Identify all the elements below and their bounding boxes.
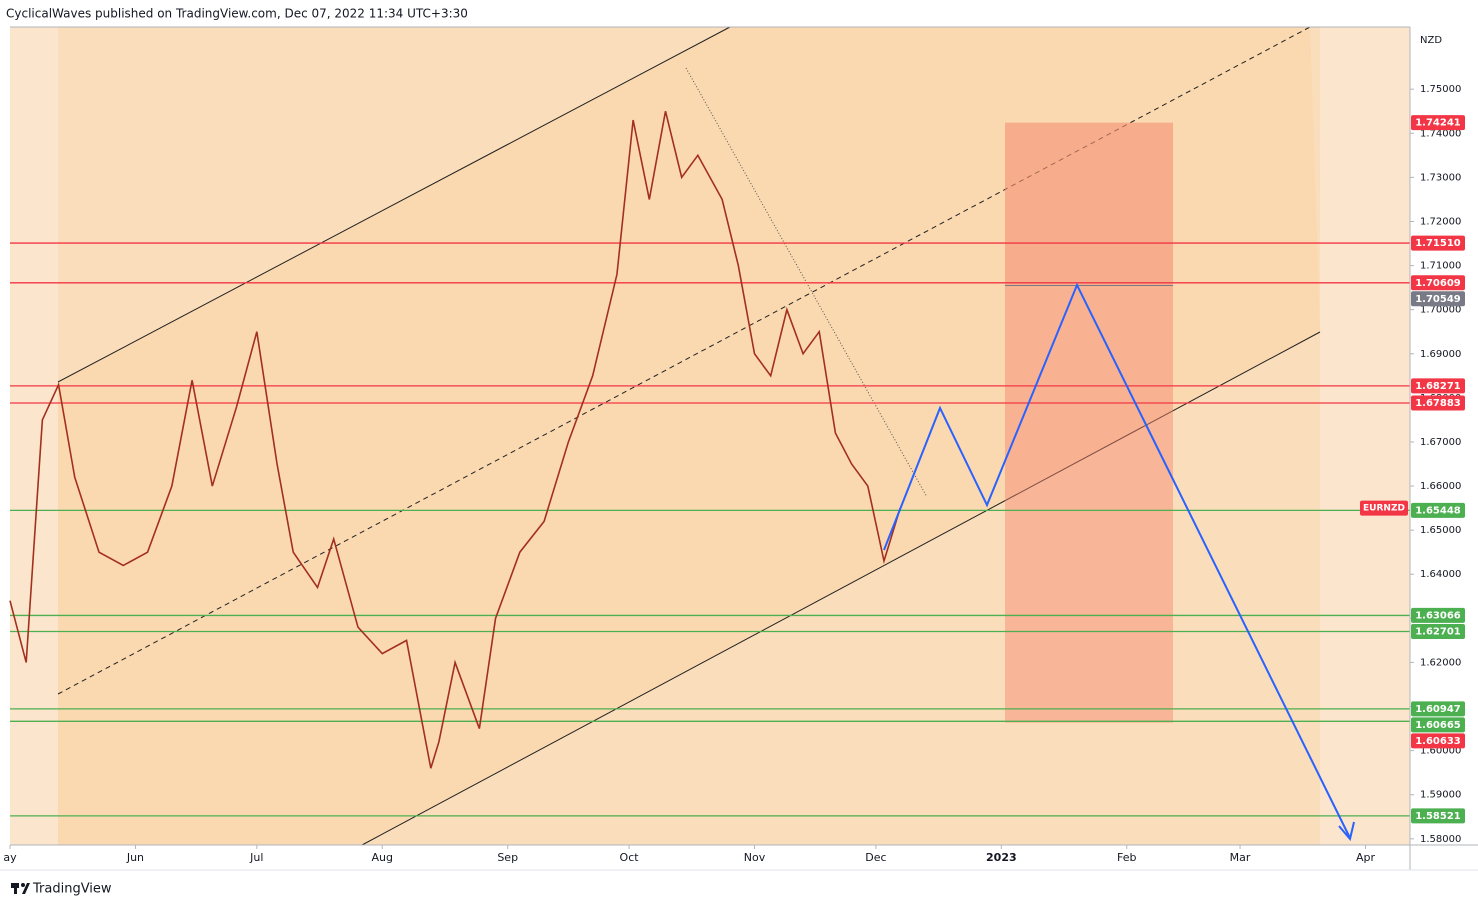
price-tag — [1411, 607, 1465, 623]
x-tick-label: Apr — [1356, 851, 1376, 864]
target-box-upper — [1005, 122, 1173, 286]
price-tag — [1411, 235, 1465, 251]
footer: TradingView — [32, 882, 112, 897]
x-tick-label: 2023 — [986, 851, 1017, 864]
x-tick-label: Dec — [865, 851, 886, 864]
x-tick-label: Jun — [126, 851, 144, 864]
price-tag-label: 1.70609 — [1415, 278, 1461, 289]
x-tick-label: Sep — [497, 851, 518, 864]
price-tag-label: 1.67883 — [1415, 398, 1461, 409]
channel-mid — [57, 26, 1311, 695]
y-tick-label: 1.74000 — [1420, 128, 1461, 139]
price-tag — [1411, 395, 1465, 411]
y-tick-label: 1.64000 — [1420, 569, 1461, 580]
y-tick-label: 1.65000 — [1420, 525, 1461, 536]
currency: NZD — [1420, 35, 1442, 46]
x-tick-label: Nov — [744, 851, 766, 864]
price-tag — [1411, 275, 1465, 291]
channel-fill — [58, 27, 1320, 845]
y-tick-label: 1.59000 — [1420, 790, 1461, 801]
price-tag-label: 1.63066 — [1415, 610, 1461, 621]
price-tag-label: 1.60947 — [1415, 704, 1461, 715]
price-tag-label: 1.71510 — [1415, 238, 1461, 249]
x-tick-label: Oct — [620, 851, 640, 864]
price-tag-label: 1.65448 — [1415, 505, 1461, 516]
price-tag-label: 1.60665 — [1415, 720, 1461, 731]
price-tag — [1411, 701, 1465, 717]
price-tag-label: 1.70549 — [1415, 294, 1461, 305]
y-tick-label: 1.69000 — [1420, 349, 1461, 360]
header: CyclicalWaves published on TradingView.c… — [6, 7, 468, 21]
price-tag — [1411, 115, 1465, 131]
y-tick-label: 1.67000 — [1420, 437, 1461, 448]
y-tick-label: 1.70000 — [1420, 305, 1461, 316]
series-tag — [1360, 500, 1408, 516]
price-tag — [1411, 378, 1465, 394]
projection-arrow — [1338, 821, 1355, 842]
x-tick-label: ay — [3, 851, 17, 864]
price-tag-label: 1.60633 — [1415, 736, 1461, 747]
price-tag-label: 1.58521 — [1415, 811, 1461, 822]
price-tag-label: 1.74241 — [1415, 118, 1461, 129]
x-tick-label: Aug — [372, 851, 393, 864]
x-tick-label: Jul — [249, 851, 263, 864]
y-tick-label: 1.58000 — [1420, 834, 1461, 845]
x-tick-label: Feb — [1117, 851, 1136, 864]
y-tick-label: 1.71000 — [1420, 261, 1461, 272]
y-tick-label: 1.73000 — [1420, 172, 1461, 183]
price-tag-label: 1.68271 — [1415, 381, 1461, 392]
channel-upper — [57, 26, 731, 383]
channel-lower — [361, 331, 1321, 846]
price-tag — [1411, 717, 1465, 733]
logo — [11, 883, 30, 894]
series-name: EURNZD — [1363, 504, 1405, 514]
y-tick-label: 1.72000 — [1420, 216, 1461, 227]
price-tag — [1411, 291, 1465, 307]
price-tag — [1411, 624, 1465, 640]
price-line — [9, 111, 901, 769]
price-tag — [1411, 733, 1465, 749]
y-tick-label: 1.60000 — [1420, 746, 1461, 757]
y-tick-label: 1.62000 — [1420, 657, 1461, 668]
price-tag-label: 1.62701 — [1415, 627, 1461, 638]
x-tick-label: Mar — [1230, 851, 1251, 864]
projection-path — [883, 282, 1351, 839]
y-tick-label: 1.66000 — [1420, 481, 1461, 492]
price-tag — [1411, 808, 1465, 824]
y-tick-label: 1.75000 — [1420, 84, 1461, 95]
price-tag — [1411, 502, 1465, 518]
